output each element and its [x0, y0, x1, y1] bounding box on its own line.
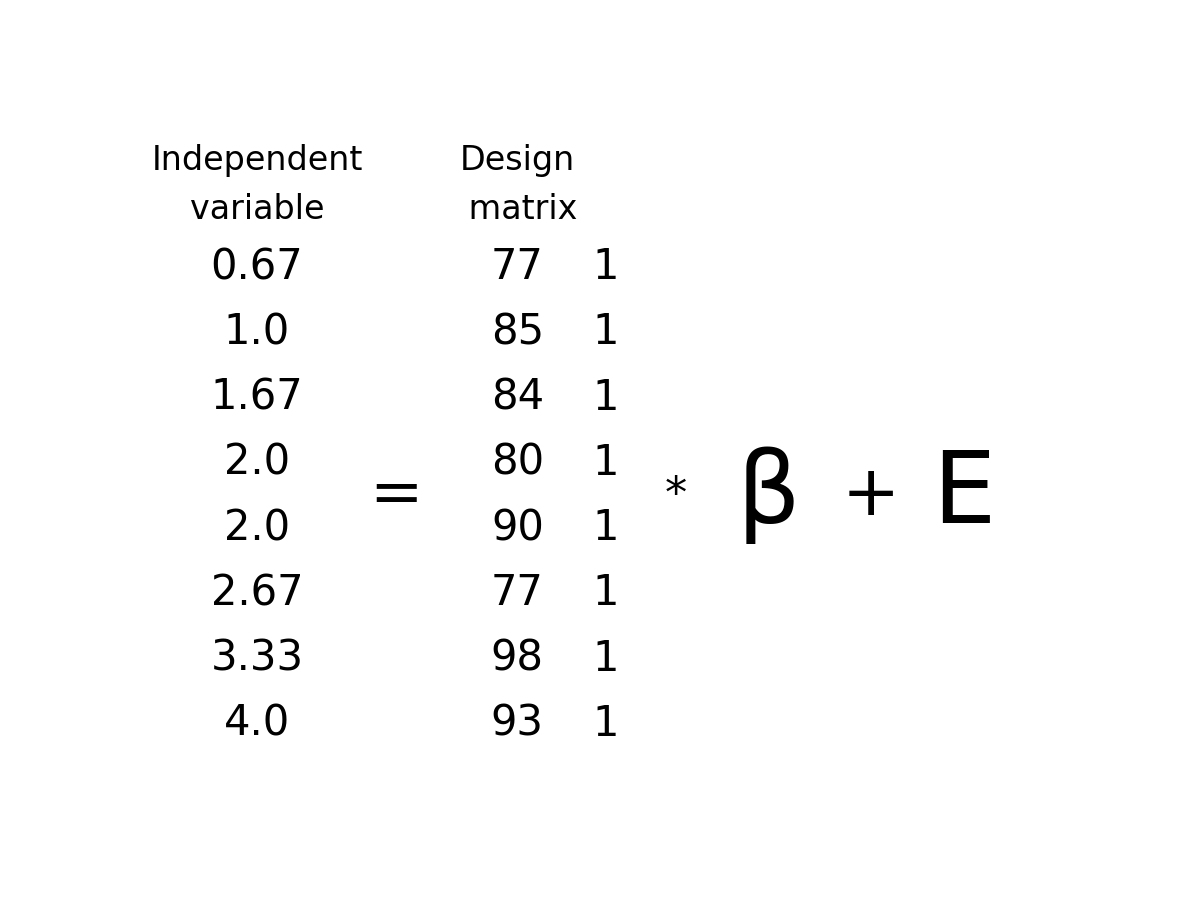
Text: 85: 85 — [491, 312, 544, 353]
Text: E: E — [932, 447, 995, 544]
Text: 77: 77 — [491, 572, 544, 614]
Text: Design: Design — [460, 145, 575, 178]
Text: *: * — [665, 474, 686, 517]
Text: 80: 80 — [491, 442, 544, 484]
Text: 3.33: 3.33 — [210, 638, 304, 680]
Text: 1.0: 1.0 — [224, 312, 290, 353]
Text: 0.67: 0.67 — [211, 246, 304, 288]
Text: 1: 1 — [593, 442, 619, 484]
Text: 90: 90 — [491, 507, 544, 549]
Text: =: = — [370, 465, 424, 527]
Text: 98: 98 — [491, 638, 544, 680]
Text: 1: 1 — [593, 507, 619, 549]
Text: 1: 1 — [593, 246, 619, 288]
Text: 1: 1 — [593, 638, 619, 680]
Text: 2.0: 2.0 — [224, 507, 290, 549]
Text: variable: variable — [190, 193, 324, 227]
Text: Independent: Independent — [151, 145, 362, 178]
Text: 1: 1 — [593, 702, 619, 745]
Text: 84: 84 — [491, 376, 544, 419]
Text: 2.67: 2.67 — [211, 572, 304, 614]
Text: 2.0: 2.0 — [224, 442, 290, 484]
Text: 77: 77 — [491, 246, 544, 288]
Text: 4.0: 4.0 — [224, 702, 290, 745]
Text: 1.67: 1.67 — [211, 376, 304, 419]
Text: 1: 1 — [593, 312, 619, 353]
Text: matrix: matrix — [457, 193, 577, 227]
Text: +: + — [841, 462, 900, 529]
Text: β: β — [737, 446, 800, 544]
Text: 93: 93 — [491, 702, 544, 745]
Text: 1: 1 — [593, 572, 619, 614]
Text: 1: 1 — [593, 376, 619, 419]
